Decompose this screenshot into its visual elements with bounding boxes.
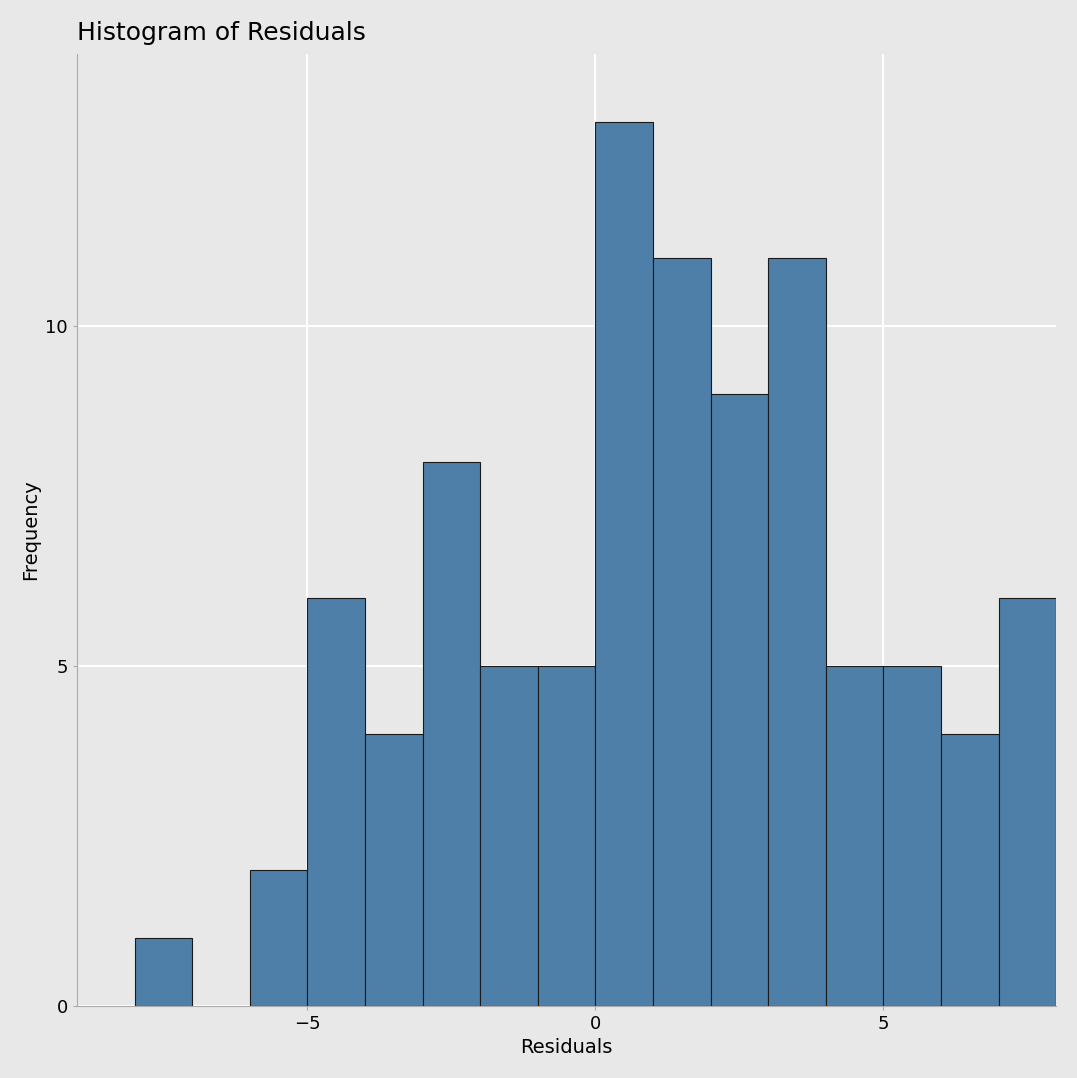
Bar <box>480 665 537 1006</box>
Text: Histogram of Residuals: Histogram of Residuals <box>78 20 366 45</box>
Bar <box>883 665 941 1006</box>
Y-axis label: Frequency: Frequency <box>20 480 40 580</box>
Bar <box>307 597 365 1006</box>
Bar <box>653 258 711 1006</box>
X-axis label: Residuals: Residuals <box>520 1038 613 1058</box>
Bar <box>537 665 596 1006</box>
Bar <box>711 393 768 1006</box>
Bar <box>998 597 1057 1006</box>
Bar <box>768 258 826 1006</box>
Bar <box>250 870 307 1006</box>
Bar <box>826 665 883 1006</box>
Bar <box>135 938 192 1006</box>
Bar <box>422 461 480 1006</box>
Bar <box>596 122 653 1006</box>
Bar <box>365 734 422 1006</box>
Bar <box>1057 597 1077 1006</box>
Bar <box>941 734 998 1006</box>
